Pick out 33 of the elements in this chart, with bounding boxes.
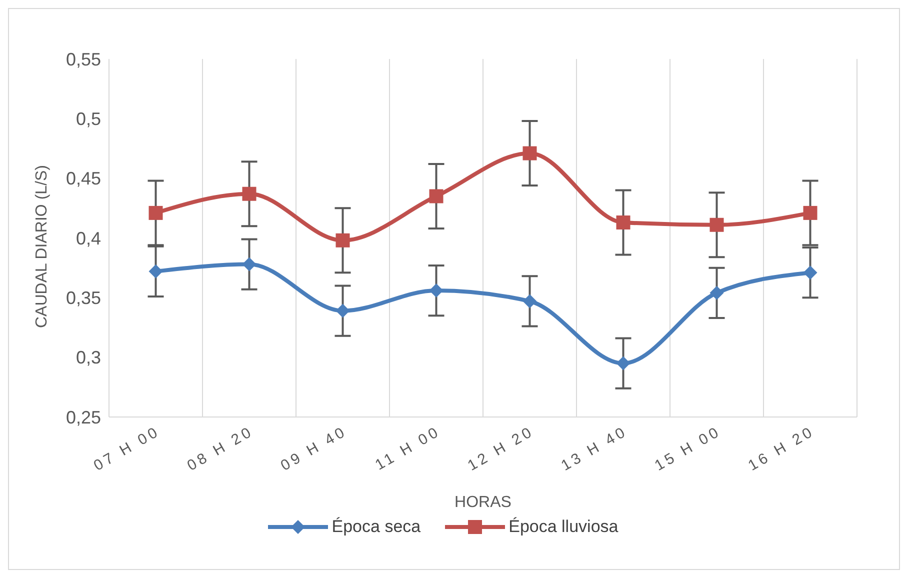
point	[336, 233, 350, 248]
x-tick-label: 13 H 40	[558, 422, 631, 474]
point	[803, 206, 818, 220]
legend-label: Época seca	[330, 517, 421, 537]
point	[148, 264, 163, 278]
point	[242, 186, 256, 201]
x-tick-label: 16 H 20	[745, 422, 818, 474]
x-tick-label: 15 H 00	[652, 422, 724, 474]
y-tick-label: 0,45	[66, 168, 101, 189]
y-tick-label: 0,55	[66, 49, 101, 70]
point	[710, 218, 724, 232]
point	[522, 294, 537, 308]
point	[616, 356, 630, 370]
y-axis-title: CAUDAL DIARIO (L/S)	[34, 165, 51, 328]
point	[803, 266, 818, 280]
y-tick-label: 0,5	[76, 109, 101, 130]
point	[616, 215, 630, 230]
x-tick-label: 11 H 00	[372, 422, 444, 474]
y-tick-label: 0,35	[66, 288, 101, 308]
point	[710, 286, 724, 300]
y-tick-label: 0,3	[76, 348, 101, 368]
x-tick-label: 08 H 20	[184, 422, 257, 474]
point	[336, 304, 350, 318]
point	[522, 146, 537, 160]
point	[242, 257, 256, 272]
y-tick-label: 0,4	[76, 228, 101, 248]
point	[148, 206, 163, 220]
x-tick-label: 12 H 20	[464, 422, 538, 474]
point	[429, 189, 444, 204]
x-axis-title: HORAS	[454, 494, 512, 511]
legend-label: Época lluviosa	[508, 517, 618, 537]
point	[429, 284, 444, 298]
x-tick-label: 09 H 40	[278, 422, 350, 474]
